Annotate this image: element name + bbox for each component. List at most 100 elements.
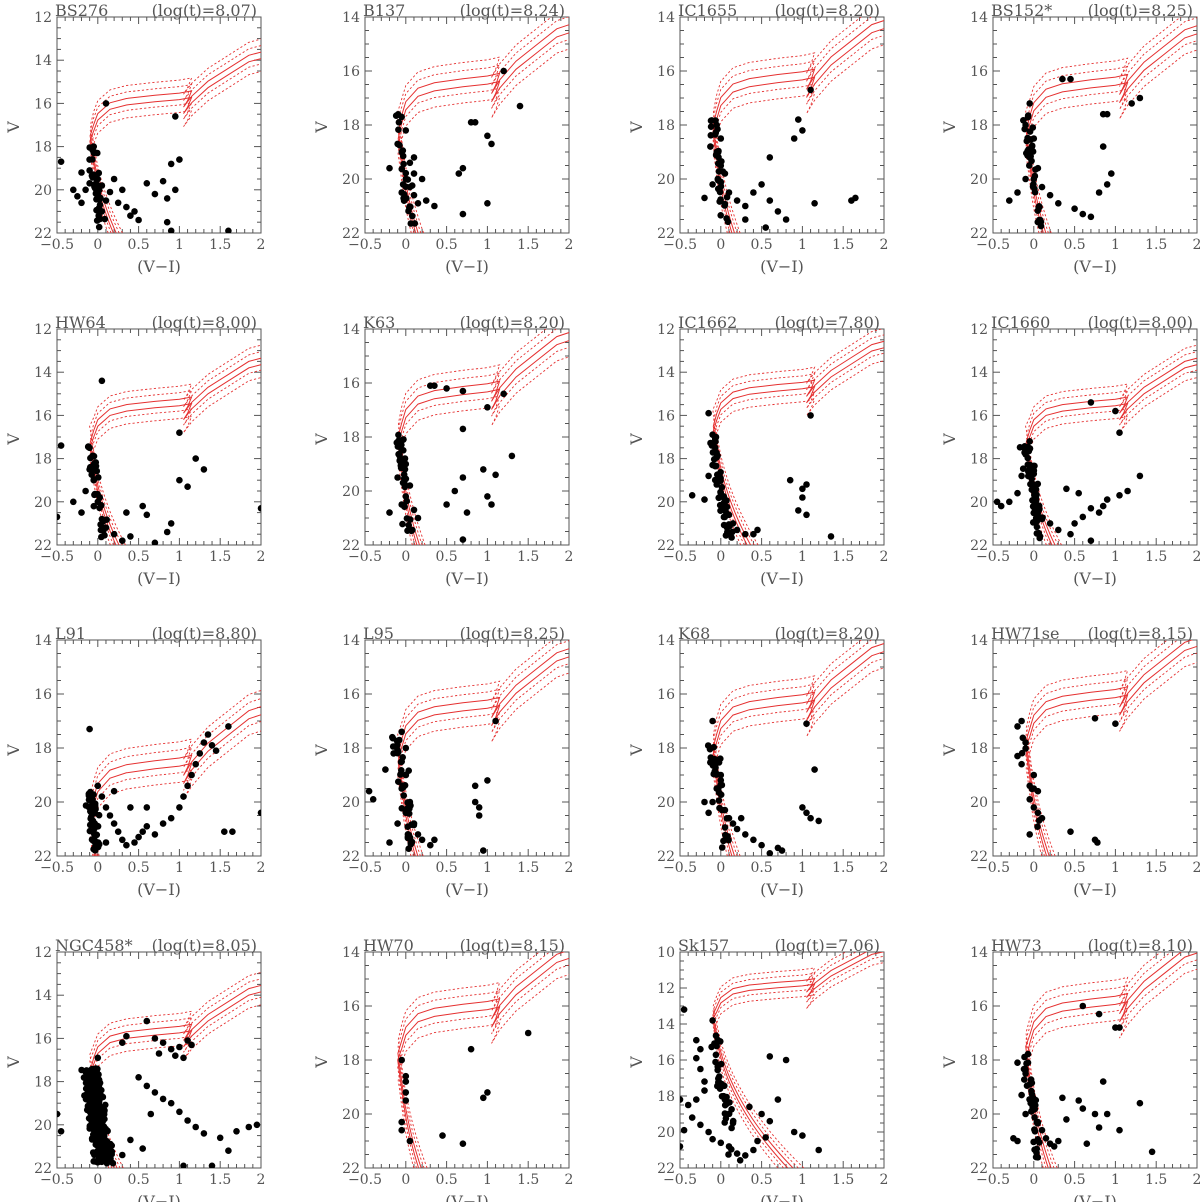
star-point — [399, 520, 406, 528]
star-point — [208, 1162, 216, 1168]
star-point — [717, 1060, 725, 1068]
panel-age-label: (log(t)=8.20) — [460, 313, 565, 332]
star-point — [402, 1072, 410, 1080]
y-tick-label: 20 — [34, 495, 52, 511]
star-point — [758, 841, 765, 849]
star-point — [402, 169, 410, 177]
star-point — [86, 827, 94, 835]
star-point — [795, 116, 802, 123]
x-tick-label: 1.5 — [832, 549, 854, 565]
star-point — [701, 1078, 708, 1085]
star-point — [717, 468, 724, 476]
star-point — [1091, 1110, 1099, 1118]
star-point — [723, 815, 731, 822]
star-point — [216, 1134, 224, 1142]
star-point — [707, 754, 715, 761]
star-point — [1067, 828, 1074, 835]
star-point — [717, 791, 725, 798]
star-point — [500, 67, 508, 75]
x-tick-label: 2 — [565, 549, 574, 565]
star-point — [399, 181, 407, 188]
y-tick-label: 18 — [657, 118, 675, 134]
star-point — [82, 186, 89, 194]
y-tick-label: 22 — [970, 1161, 988, 1177]
star-point — [721, 824, 729, 831]
star-point — [398, 805, 406, 812]
star-point — [718, 483, 726, 491]
star-point — [403, 515, 411, 522]
star-point — [1067, 530, 1074, 538]
x-axis-label: (V−I) — [445, 569, 489, 588]
star-point — [762, 224, 769, 231]
star-point — [684, 1101, 692, 1109]
isochrone-line — [1025, 364, 1197, 545]
star-point — [57, 158, 65, 165]
x-tick-label: 1 — [483, 860, 492, 876]
star-point — [91, 1069, 99, 1077]
star-point — [815, 1146, 822, 1154]
star-point — [96, 504, 103, 512]
x-tick-label: 1 — [1111, 549, 1120, 565]
panel-cluster-name: HW71se — [991, 624, 1059, 643]
star-point — [1030, 1138, 1037, 1146]
star-point — [721, 513, 729, 521]
y-tick-label: 22 — [342, 226, 360, 242]
star-group — [365, 717, 499, 854]
y-tick-label: 14 — [342, 322, 360, 338]
isochrone-line — [713, 334, 884, 545]
star-point — [712, 1058, 719, 1066]
y-tick-label: 16 — [657, 1053, 675, 1069]
star-point — [688, 1114, 696, 1121]
star-point — [715, 759, 723, 766]
star-point — [704, 742, 712, 749]
isochrone-line — [397, 672, 569, 856]
panel-cluster-name: IC1655 — [678, 1, 737, 20]
star-point — [1039, 514, 1046, 521]
star-point — [1083, 1140, 1091, 1147]
star-point — [394, 111, 402, 118]
cmd-panel: −0.5 0 0.5 1 1.5 2 14 16 18 20 22 (V−I) V IC1655 (log(… — [627, 1, 888, 276]
star-point — [1095, 1124, 1103, 1131]
star-point — [778, 847, 786, 854]
star-point — [766, 1117, 774, 1125]
isochrone-line — [1025, 369, 1197, 545]
panel-cluster-name: L91 — [55, 624, 86, 643]
isochrone-line — [712, 352, 884, 545]
x-axis-label: (V−I) — [137, 880, 181, 899]
star-point — [766, 197, 774, 204]
star-point — [710, 743, 718, 751]
x-tick-label: 0 — [93, 237, 102, 253]
star-point — [492, 471, 499, 479]
star-point — [471, 798, 479, 806]
star-point — [1028, 1087, 1035, 1095]
star-point — [402, 1089, 410, 1096]
isochrone-line — [712, 340, 884, 545]
star-point — [721, 1119, 728, 1126]
x-axis-label: (V−I) — [445, 1192, 489, 1202]
isochrone-line — [712, 44, 884, 233]
isochrone-line — [89, 63, 261, 233]
x-tick-label: 2 — [880, 860, 889, 876]
star-point — [70, 498, 77, 506]
star-point — [680, 1126, 688, 1134]
panel-age-label: (log(t)=8.00) — [1088, 313, 1193, 332]
star-point — [717, 135, 725, 142]
x-tick-label: 0.5 — [127, 1172, 149, 1188]
panel-age-label: (log(t)=8.20) — [775, 1, 880, 20]
star-point — [57, 442, 65, 449]
star-point — [408, 182, 416, 189]
star-point — [399, 152, 407, 160]
star-point — [394, 746, 401, 754]
y-tick-label: 16 — [342, 687, 360, 703]
star-point — [807, 814, 814, 822]
star-point — [93, 1085, 101, 1093]
isochrone-line — [712, 360, 884, 545]
star-point — [1018, 760, 1025, 768]
y-tick-label: 12 — [657, 981, 675, 997]
star-point — [1020, 117, 1027, 124]
star-point — [1025, 472, 1032, 480]
x-tick-label: 2 — [1193, 860, 1200, 876]
y-tick-label: 20 — [657, 495, 675, 511]
star-point — [57, 1128, 65, 1135]
y-tick-label: 18 — [34, 1075, 52, 1091]
